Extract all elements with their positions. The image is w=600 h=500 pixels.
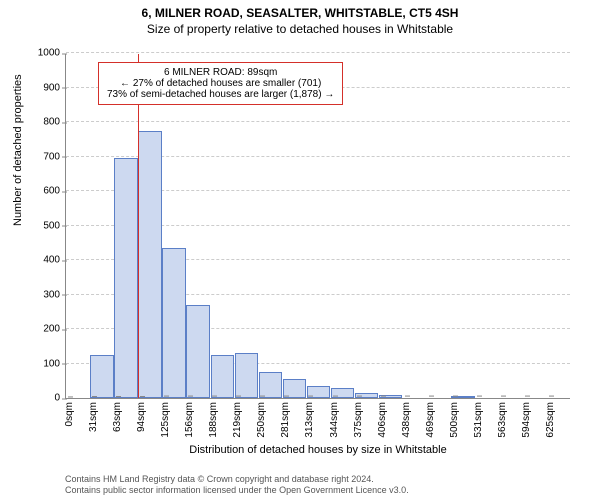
y-gridline [66,52,570,53]
x-tick: 188sqm [208,398,219,438]
y-tick: 1000 [26,48,66,59]
histogram-bar [186,305,210,398]
x-tick: 531sqm [473,398,484,438]
x-tick: 344sqm [329,398,340,438]
plot-area: 01002003004005006007008009001000 0sqm31s… [65,54,570,399]
y-tick: 0 [26,393,66,404]
histogram-bar [90,355,114,398]
x-tick: 219sqm [232,398,243,438]
x-tick: 63sqm [112,398,123,432]
y-tick: 200 [26,324,66,335]
x-tick: 313sqm [304,398,315,438]
chart-container: 6, MILNER ROAD, SEASALTER, WHITSTABLE, C… [0,0,600,500]
x-tick: 125sqm [160,398,171,438]
x-axis-label: Distribution of detached houses by size … [66,444,570,456]
y-tick: 600 [26,186,66,197]
histogram-bar [162,248,186,398]
property-marker-line [138,54,139,398]
y-axis-label: Number of detached properties [12,74,24,226]
x-tick: 594sqm [521,398,532,438]
x-tick: 31sqm [88,398,99,432]
histogram-bar [259,372,283,398]
footer-line-2: Contains public sector information licen… [65,485,409,496]
x-tick: 469sqm [425,398,436,438]
x-tick: 406sqm [377,398,388,438]
y-tick: 800 [26,117,66,128]
x-tick: 94sqm [136,398,147,432]
histogram-bar [211,355,235,398]
footer-line-1: Contains HM Land Registry data © Crown c… [65,474,409,485]
x-tick: 375sqm [353,398,364,438]
x-tick: 250sqm [256,398,267,438]
histogram-bar [138,131,162,398]
title-block: 6, MILNER ROAD, SEASALTER, WHITSTABLE, C… [0,0,600,36]
x-tick: 281sqm [280,398,291,438]
x-tick: 156sqm [184,398,195,438]
histogram-bar [235,353,259,398]
y-tick: 300 [26,289,66,300]
bars-group [66,54,570,398]
chart-title-main: 6, MILNER ROAD, SEASALTER, WHITSTABLE, C… [0,6,600,20]
x-tick: 0sqm [64,398,75,426]
x-tick: 563sqm [497,398,508,438]
y-tick: 400 [26,255,66,266]
footer-attribution: Contains HM Land Registry data © Crown c… [65,474,409,497]
y-tick: 700 [26,151,66,162]
y-tick: 100 [26,358,66,369]
chart-title-sub: Size of property relative to detached ho… [0,22,600,36]
annotation-box: 6 MILNER ROAD: 89sqm ← 27% of detached h… [98,62,343,105]
y-tick: 500 [26,220,66,231]
x-tick: 625sqm [545,398,556,438]
y-tick: 900 [26,82,66,93]
annotation-line-3: 73% of semi-detached houses are larger (… [107,89,334,100]
x-tick: 438sqm [401,398,412,438]
annotation-line-2: ← 27% of detached houses are smaller (70… [107,78,334,89]
x-tick: 500sqm [449,398,460,438]
histogram-bar [114,158,138,398]
annotation-line-1: 6 MILNER ROAD: 89sqm [107,67,334,78]
